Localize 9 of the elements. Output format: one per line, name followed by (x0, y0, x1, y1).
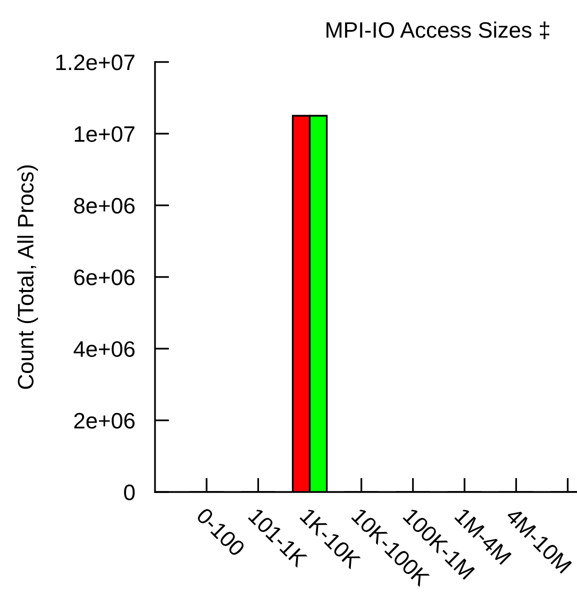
chart-title: MPI-IO Access Sizes ‡ (326, 22, 550, 40)
y-tick-label: 1.2e+07 (56, 54, 134, 70)
y-tick-label: 1e+07 (74, 126, 134, 142)
y-axis-title: Count (Total, All Procs) (17, 165, 38, 389)
y-tick-label: 4e+06 (74, 341, 135, 357)
y-tick-label: 0 (124, 484, 135, 500)
y-tick-label: 8e+06 (74, 198, 135, 214)
y-tick-label: 6e+06 (74, 270, 135, 286)
y-tick-label: 2e+06 (74, 412, 135, 429)
